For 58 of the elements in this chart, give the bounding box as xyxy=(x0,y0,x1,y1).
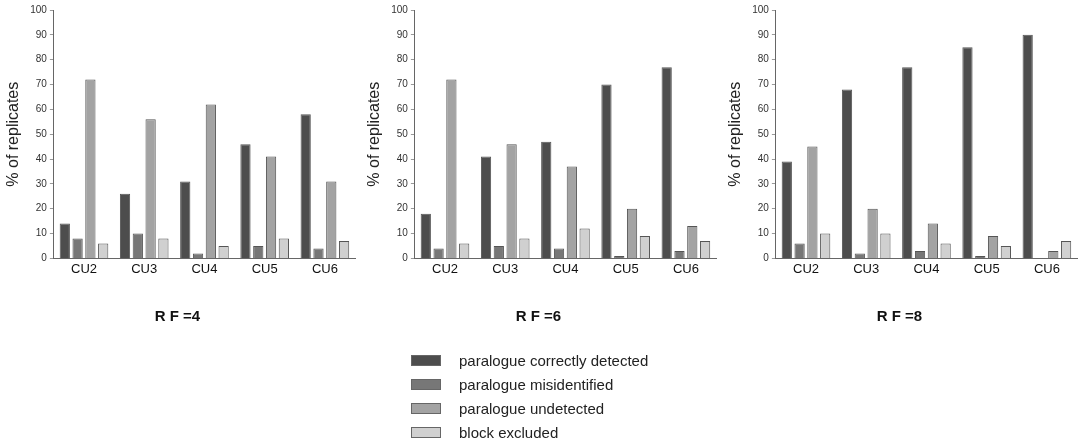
y-axis-title: % of replicates xyxy=(726,81,744,187)
y-tick-label: 80 xyxy=(396,53,409,65)
y-tick-label: 20 xyxy=(396,202,409,214)
y-tick-label: 20 xyxy=(757,202,770,214)
y-tick-label: 100 xyxy=(752,3,770,15)
y-tick-label: 60 xyxy=(757,103,770,115)
x-tick-label: CU4 xyxy=(913,260,940,276)
y-tick-label: 70 xyxy=(757,78,770,90)
y-axis-title: % of replicates xyxy=(4,81,22,187)
text: R F =8 xyxy=(876,307,923,325)
y-tick-label: 40 xyxy=(396,152,409,164)
y-tick-label: 90 xyxy=(757,28,770,40)
legend-label: paralogue misidentified xyxy=(459,375,614,393)
y-tick-label: 0 xyxy=(41,252,48,264)
x-tick-label: CU5 xyxy=(973,260,1000,276)
y-tick-label: 80 xyxy=(35,53,48,65)
x-tick-label: CU2 xyxy=(431,260,458,276)
text: R F =4 xyxy=(154,307,201,325)
x-tick-label: CU5 xyxy=(251,260,278,276)
y-tick-label: 90 xyxy=(35,28,48,40)
y-tick-label: 50 xyxy=(35,127,48,139)
y-tick-label: 90 xyxy=(396,28,409,40)
y-tick-label: 60 xyxy=(35,103,48,115)
x-tick-label: CU6 xyxy=(672,260,699,276)
legend-label: block excluded xyxy=(459,423,559,441)
y-tick-label: 100 xyxy=(391,3,409,15)
x-tick-label: CU3 xyxy=(492,260,519,276)
y-tick-label: 30 xyxy=(757,177,770,189)
y-tick-label: 40 xyxy=(757,152,770,164)
x-tick-label: CU4 xyxy=(191,260,218,276)
x-tick-label: CU3 xyxy=(853,260,880,276)
y-tick-label: 100 xyxy=(30,3,48,15)
y-tick-label: 70 xyxy=(396,78,409,90)
y-tick-label: 10 xyxy=(757,227,770,239)
y-tick-label: 70 xyxy=(35,78,48,90)
y-tick-label: 50 xyxy=(396,127,409,139)
x-tick-label: CU6 xyxy=(1033,260,1060,276)
x-tick-label: CU2 xyxy=(792,260,819,276)
y-tick-label: 0 xyxy=(763,252,770,264)
legend-label: paralogue undetected xyxy=(459,399,605,417)
legend-label: paralogue correctly detected xyxy=(459,351,649,369)
x-tick-label: CU2 xyxy=(70,260,97,276)
y-tick-label: 0 xyxy=(402,252,409,264)
text: R F =6 xyxy=(515,307,562,325)
x-tick-label: CU5 xyxy=(612,260,639,276)
y-tick-label: 50 xyxy=(757,127,770,139)
y-tick-label: 40 xyxy=(35,152,48,164)
x-tick-label: CU6 xyxy=(311,260,338,276)
y-tick-label: 20 xyxy=(35,202,48,214)
y-tick-label: 30 xyxy=(396,177,409,189)
y-axis-title: % of replicates xyxy=(365,81,383,187)
y-tick-label: 80 xyxy=(757,53,770,65)
y-tick-label: 10 xyxy=(396,227,409,239)
x-tick-label: CU4 xyxy=(552,260,579,276)
y-tick-label: 60 xyxy=(396,103,409,115)
y-tick-label: 10 xyxy=(35,227,48,239)
x-tick-label: CU3 xyxy=(131,260,158,276)
y-tick-label: 30 xyxy=(35,177,48,189)
